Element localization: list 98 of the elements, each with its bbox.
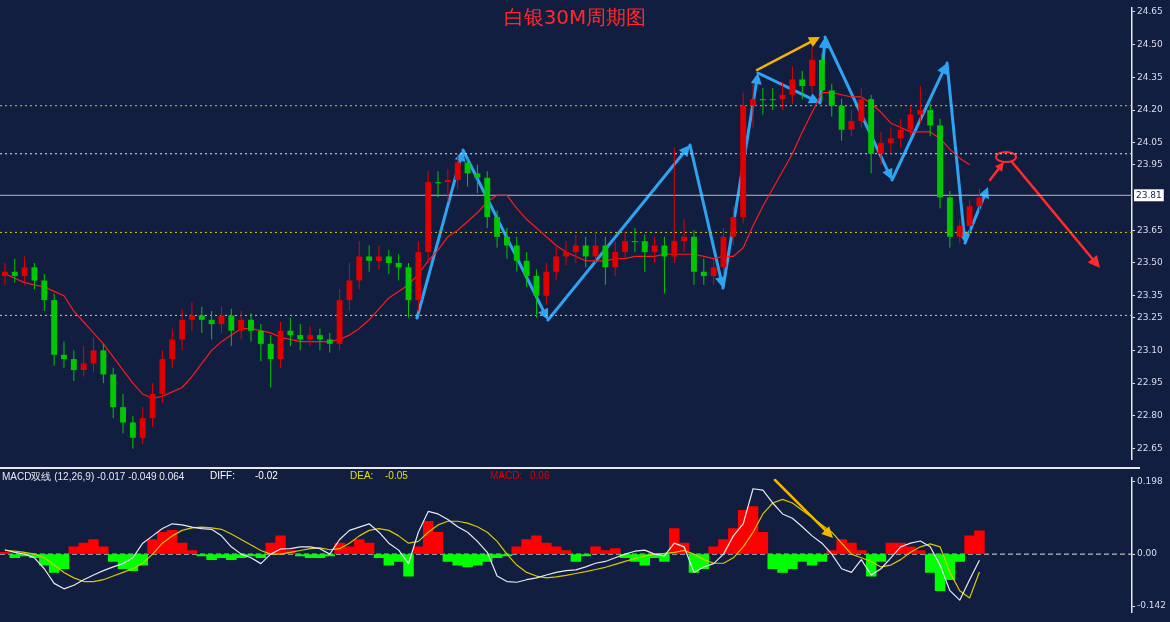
candlestick xyxy=(1,262,8,286)
candlestick xyxy=(976,188,983,214)
annotation: DEA: xyxy=(350,470,374,481)
candlestick xyxy=(198,306,205,334)
candlestick xyxy=(326,332,333,354)
candlestick xyxy=(799,70,806,100)
candlestick xyxy=(494,210,501,249)
candlestick xyxy=(927,103,934,137)
candlestick xyxy=(622,231,629,260)
candlestick xyxy=(858,87,865,129)
candlestick xyxy=(120,393,126,434)
candlestick xyxy=(385,249,392,275)
y-tick-label: 0.00 xyxy=(1137,548,1158,559)
y-tick-label: 23.25 xyxy=(1137,311,1163,322)
candlestick xyxy=(189,301,195,332)
candlestick xyxy=(878,131,884,166)
y-tick-label: 24.20 xyxy=(1137,104,1164,115)
candlestick xyxy=(612,240,619,277)
candlestick xyxy=(828,83,835,118)
candlestick xyxy=(966,199,973,236)
candlestick xyxy=(651,236,658,264)
annotation: 0.06 xyxy=(530,470,550,481)
candlestick xyxy=(769,87,776,111)
candlestick xyxy=(759,87,766,115)
annotation: MACD双线 (12,26,9) -0.017 -0.049 0.064 xyxy=(2,470,185,484)
y-tick-label: -0.142 xyxy=(1137,600,1167,611)
candlestick xyxy=(553,245,560,281)
y-tick-label: 22.80 xyxy=(1137,410,1164,421)
candlestick xyxy=(70,349,77,382)
candlestick xyxy=(887,127,894,155)
candlestick xyxy=(228,308,235,347)
y-tick-label: 24.65 xyxy=(1137,6,1163,17)
candlestick xyxy=(179,308,186,351)
candlestick xyxy=(80,345,87,378)
candlestick xyxy=(61,341,67,369)
candlestick xyxy=(730,205,737,247)
candlestick xyxy=(376,245,382,271)
candlestick xyxy=(671,146,678,264)
candlestick xyxy=(641,234,648,273)
candlestick xyxy=(169,328,176,369)
candlestick xyxy=(316,328,323,351)
candlestick xyxy=(395,253,402,281)
candlestick xyxy=(21,255,28,286)
candlestick xyxy=(11,258,18,284)
chart-title: 白银30M周期图 xyxy=(503,5,647,29)
candlestick xyxy=(464,157,471,188)
candlestick xyxy=(435,170,441,198)
y-tick-label: 23.50 xyxy=(1137,257,1164,268)
candlestick xyxy=(631,227,638,253)
candlestick xyxy=(129,415,136,450)
candlestick xyxy=(681,218,688,253)
annotation: MACD: xyxy=(490,470,523,481)
candlestick xyxy=(789,65,796,105)
candlestick xyxy=(602,236,609,286)
y-tick-label: 22.95 xyxy=(1137,377,1163,388)
candlestick xyxy=(750,83,756,129)
annotation: -0.02 xyxy=(255,470,278,481)
candlestick xyxy=(444,168,451,203)
y-tick-label: 24.35 xyxy=(1137,71,1163,82)
candlestick xyxy=(287,317,294,347)
annotation: -0.05 xyxy=(385,470,408,481)
candlestick xyxy=(503,227,510,260)
candlestick xyxy=(257,323,264,362)
candlestick xyxy=(139,406,146,445)
candlestick xyxy=(582,236,589,268)
y-tick-label: 22.65 xyxy=(1137,443,1163,454)
candlestick xyxy=(572,234,579,264)
y-tick-label: 23.65 xyxy=(1137,224,1163,235)
candlestick xyxy=(297,323,304,351)
y-tick-label: 23.10 xyxy=(1137,344,1164,355)
y-tick-label: 23.35 xyxy=(1137,290,1163,301)
candlestick xyxy=(307,325,314,347)
candlestick xyxy=(563,240,569,266)
candlestick xyxy=(248,312,254,343)
candlestick xyxy=(208,310,215,340)
candlestick xyxy=(710,258,717,286)
y-tick-label: 24.05 xyxy=(1137,137,1163,148)
candlestick xyxy=(366,245,373,273)
candlestick xyxy=(917,85,924,124)
candlestick xyxy=(513,236,520,273)
candlestick xyxy=(41,273,48,312)
candlestick xyxy=(897,118,904,148)
candlestick xyxy=(956,218,963,244)
candlestick xyxy=(700,258,707,286)
candlestick xyxy=(346,262,353,312)
y-tick-label: 23.95 xyxy=(1137,159,1163,170)
candlestick xyxy=(454,153,461,190)
candlestick xyxy=(523,251,530,288)
y-tick-label: 24.50 xyxy=(1137,38,1164,49)
candlestick xyxy=(779,81,786,111)
y-tick-label: 0.198 xyxy=(1137,476,1164,487)
candlestick xyxy=(661,236,668,295)
candlestick xyxy=(267,334,274,389)
ref-line-label: 23.81 xyxy=(1136,189,1162,200)
candlestick xyxy=(238,310,245,340)
candlestick xyxy=(474,164,481,194)
annotation: DIFF: xyxy=(210,470,235,481)
candlestick xyxy=(31,262,38,290)
